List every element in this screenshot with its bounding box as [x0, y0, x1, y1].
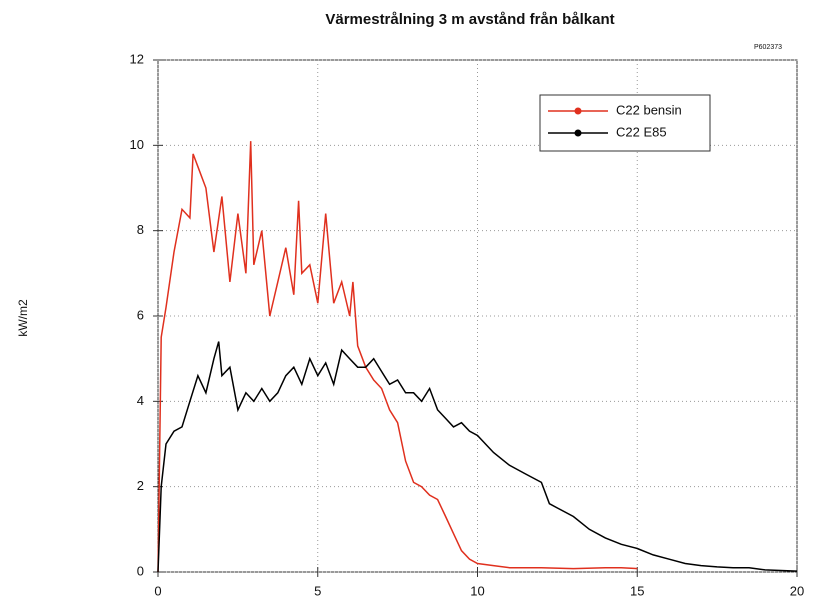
- legend-marker: [574, 129, 582, 137]
- series-line: [157, 341, 798, 573]
- legend-marker: [574, 107, 582, 115]
- x-tick-label: 20: [790, 583, 804, 598]
- y-tick-label: 4: [137, 393, 144, 408]
- y-tick-label: 10: [130, 137, 144, 152]
- x-tick-label: 0: [154, 583, 161, 598]
- series-line: [157, 141, 638, 573]
- legend-box: [539, 94, 711, 152]
- y-axis-label: kW/m2: [16, 299, 30, 337]
- y-tick-label: 0: [137, 563, 144, 578]
- y-tick-label: 6: [137, 307, 144, 322]
- x-tick-label: 5: [314, 583, 321, 598]
- x-tick-label: 15: [630, 583, 644, 598]
- annotation: P602373: [754, 44, 782, 51]
- y-tick-label: 8: [137, 222, 144, 237]
- x-tick-label: 10: [470, 583, 484, 598]
- legend-label: C22 bensin: [616, 102, 682, 117]
- legend-label: C22 E85: [616, 124, 667, 139]
- y-tick-label: 12: [130, 51, 144, 66]
- chart-title: Värmestrålning 3 m avstånd från bålkant: [325, 11, 614, 28]
- y-tick-label: 2: [137, 478, 144, 493]
